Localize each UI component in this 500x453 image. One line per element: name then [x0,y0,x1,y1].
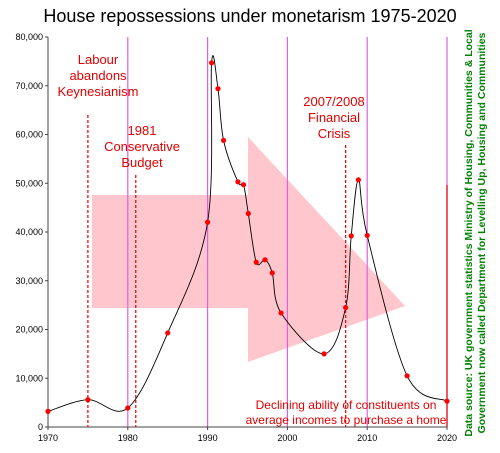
data-point-2 [125,405,131,411]
data-point-5 [208,60,215,66]
y-tick-label-40000: 40,000 [15,227,43,237]
data-point-11 [253,259,259,265]
data-point-1 [85,397,91,403]
data-point-0 [45,408,51,414]
data-points [45,60,450,414]
data-source-note: Data source: UK government statistics Mi… [463,29,489,436]
annotation-declining: Declining ability of constituents on ave… [226,398,466,428]
trend-arrow-shape [92,137,405,362]
annotation-labour-line-2: abandons [69,68,127,83]
y-tick-label-20000: 20,000 [15,325,43,335]
annotation-crisis: 2007/2008 Financial Crisis [292,94,376,142]
data-point-9 [240,182,247,188]
data-point-6 [215,86,221,92]
annotation-labour-line-1: Labour [77,52,119,67]
x-tick-label-2010: 2010 [357,433,377,443]
y-tick-label-60000: 60,000 [15,130,43,140]
x-tick-label-2020: 2020 [437,433,457,443]
x-tick-label-1980: 1980 [118,433,138,443]
data-point-15 [321,351,327,357]
data-point-7 [220,137,227,143]
data-point-13 [269,270,275,276]
series-line [47,55,448,412]
annotation-budget-line-2: Conservative [104,139,180,154]
data-point-12 [262,257,268,263]
annotation-labour-line-3: Keynesianism [57,84,139,99]
y-tick-label-70000: 70,000 [15,81,43,91]
data-point-16 [343,304,349,311]
x-tick-label-1970: 1970 [38,433,58,443]
data-point-14 [278,310,284,316]
y-tick-label-30000: 30,000 [15,276,43,286]
data-point-10 [245,210,251,217]
y-tick-label-80000: 80,000 [15,32,43,42]
annotation-budget-line-1: 1981 [127,123,157,138]
y-tick-label-0: 0 [38,422,43,432]
y-tick-label-50000: 50,000 [15,178,43,188]
x-tick-label-1990: 1990 [198,433,218,443]
data-point-20 [404,373,410,379]
data-point-18 [355,177,362,183]
x-tick-label-2000: 2000 [277,433,297,443]
data-point-17 [348,233,354,239]
data-source-line-1: Data source: UK government statistics Mi… [463,29,475,437]
data-point-3 [165,330,171,336]
annotation-budget-line-3: Budget [121,155,163,170]
annotation-declining-line-2: average incomes to purchase a home [245,413,447,427]
annotation-crisis-line-2: Financial [307,110,361,125]
annotation-crisis-line-1: 2007/2008 [303,94,365,109]
data-point-8 [235,179,241,185]
data-point-4 [205,219,211,225]
annotation-crisis-line-3: Crisis [317,126,351,141]
y-tick-label-10000: 10,000 [15,373,43,383]
data-point-19 [364,232,370,239]
event-marker-lines [87,115,448,427]
data-point-21 [444,398,450,404]
chart-title: House repossessions under monetarism 197… [43,6,457,26]
annotation-declining-line-1: Declining ability of constituents on [255,398,437,412]
annotation-budget: 1981 Conservative Budget [96,123,188,171]
data-source-line-2: Government now called Department for Lev… [476,32,488,434]
axes: 0 10,000 20,000 30,000 40,000 50,000 60,000 70,… [15,32,457,443]
trend-arrow [92,137,405,362]
annotation-labour: Labour abandons Keynesianism [52,52,144,100]
